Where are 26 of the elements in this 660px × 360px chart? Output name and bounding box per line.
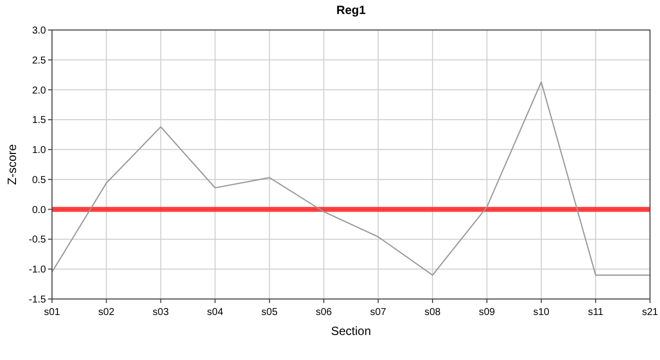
- x-tick-label: s03: [152, 307, 170, 318]
- y-tick-label: -1.0: [28, 264, 46, 276]
- x-tick-label: s07: [370, 307, 387, 318]
- line-series: [51, 81, 651, 276]
- x-tick-label: s05: [261, 307, 278, 318]
- x-tick-label: s09: [478, 307, 496, 318]
- x-tick-label: s01: [44, 307, 60, 318]
- y-tick-label: 1.5: [32, 115, 46, 126]
- chart-title: Reg1: [336, 3, 366, 17]
- y-tick-label: 2.0: [32, 85, 46, 96]
- x-axis-title: Section: [330, 324, 372, 338]
- y-tick-label: 3.0: [32, 26, 46, 36]
- x-tick-label: s11: [588, 307, 604, 318]
- x-tick-label: s10: [533, 307, 550, 318]
- y-tick-label: -1.5: [28, 294, 46, 306]
- y-tick-label: 0.5: [32, 174, 46, 186]
- x-tick-label: s04: [207, 307, 224, 318]
- y-tick-label: 0.0: [32, 204, 46, 216]
- x-tick-label: s21: [642, 307, 658, 318]
- y-axis-title: Z-score: [5, 144, 19, 185]
- x-tick-label: s08: [424, 307, 442, 318]
- y-tick-label: -0.5: [28, 234, 46, 246]
- x-tick-label: s02: [98, 307, 115, 318]
- y-tick-label: 1.0: [32, 145, 46, 156]
- x-tick-label: s06: [316, 307, 332, 318]
- y-tick-label: 2.5: [32, 55, 46, 66]
